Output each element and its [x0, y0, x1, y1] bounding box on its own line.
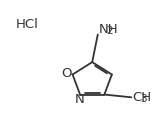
Text: 3: 3: [140, 94, 146, 104]
Text: CH: CH: [132, 91, 151, 104]
Text: HCl: HCl: [16, 18, 38, 31]
Text: N: N: [74, 93, 84, 106]
Text: NH: NH: [99, 23, 118, 36]
Text: 2: 2: [106, 26, 113, 36]
Text: O: O: [61, 67, 72, 80]
